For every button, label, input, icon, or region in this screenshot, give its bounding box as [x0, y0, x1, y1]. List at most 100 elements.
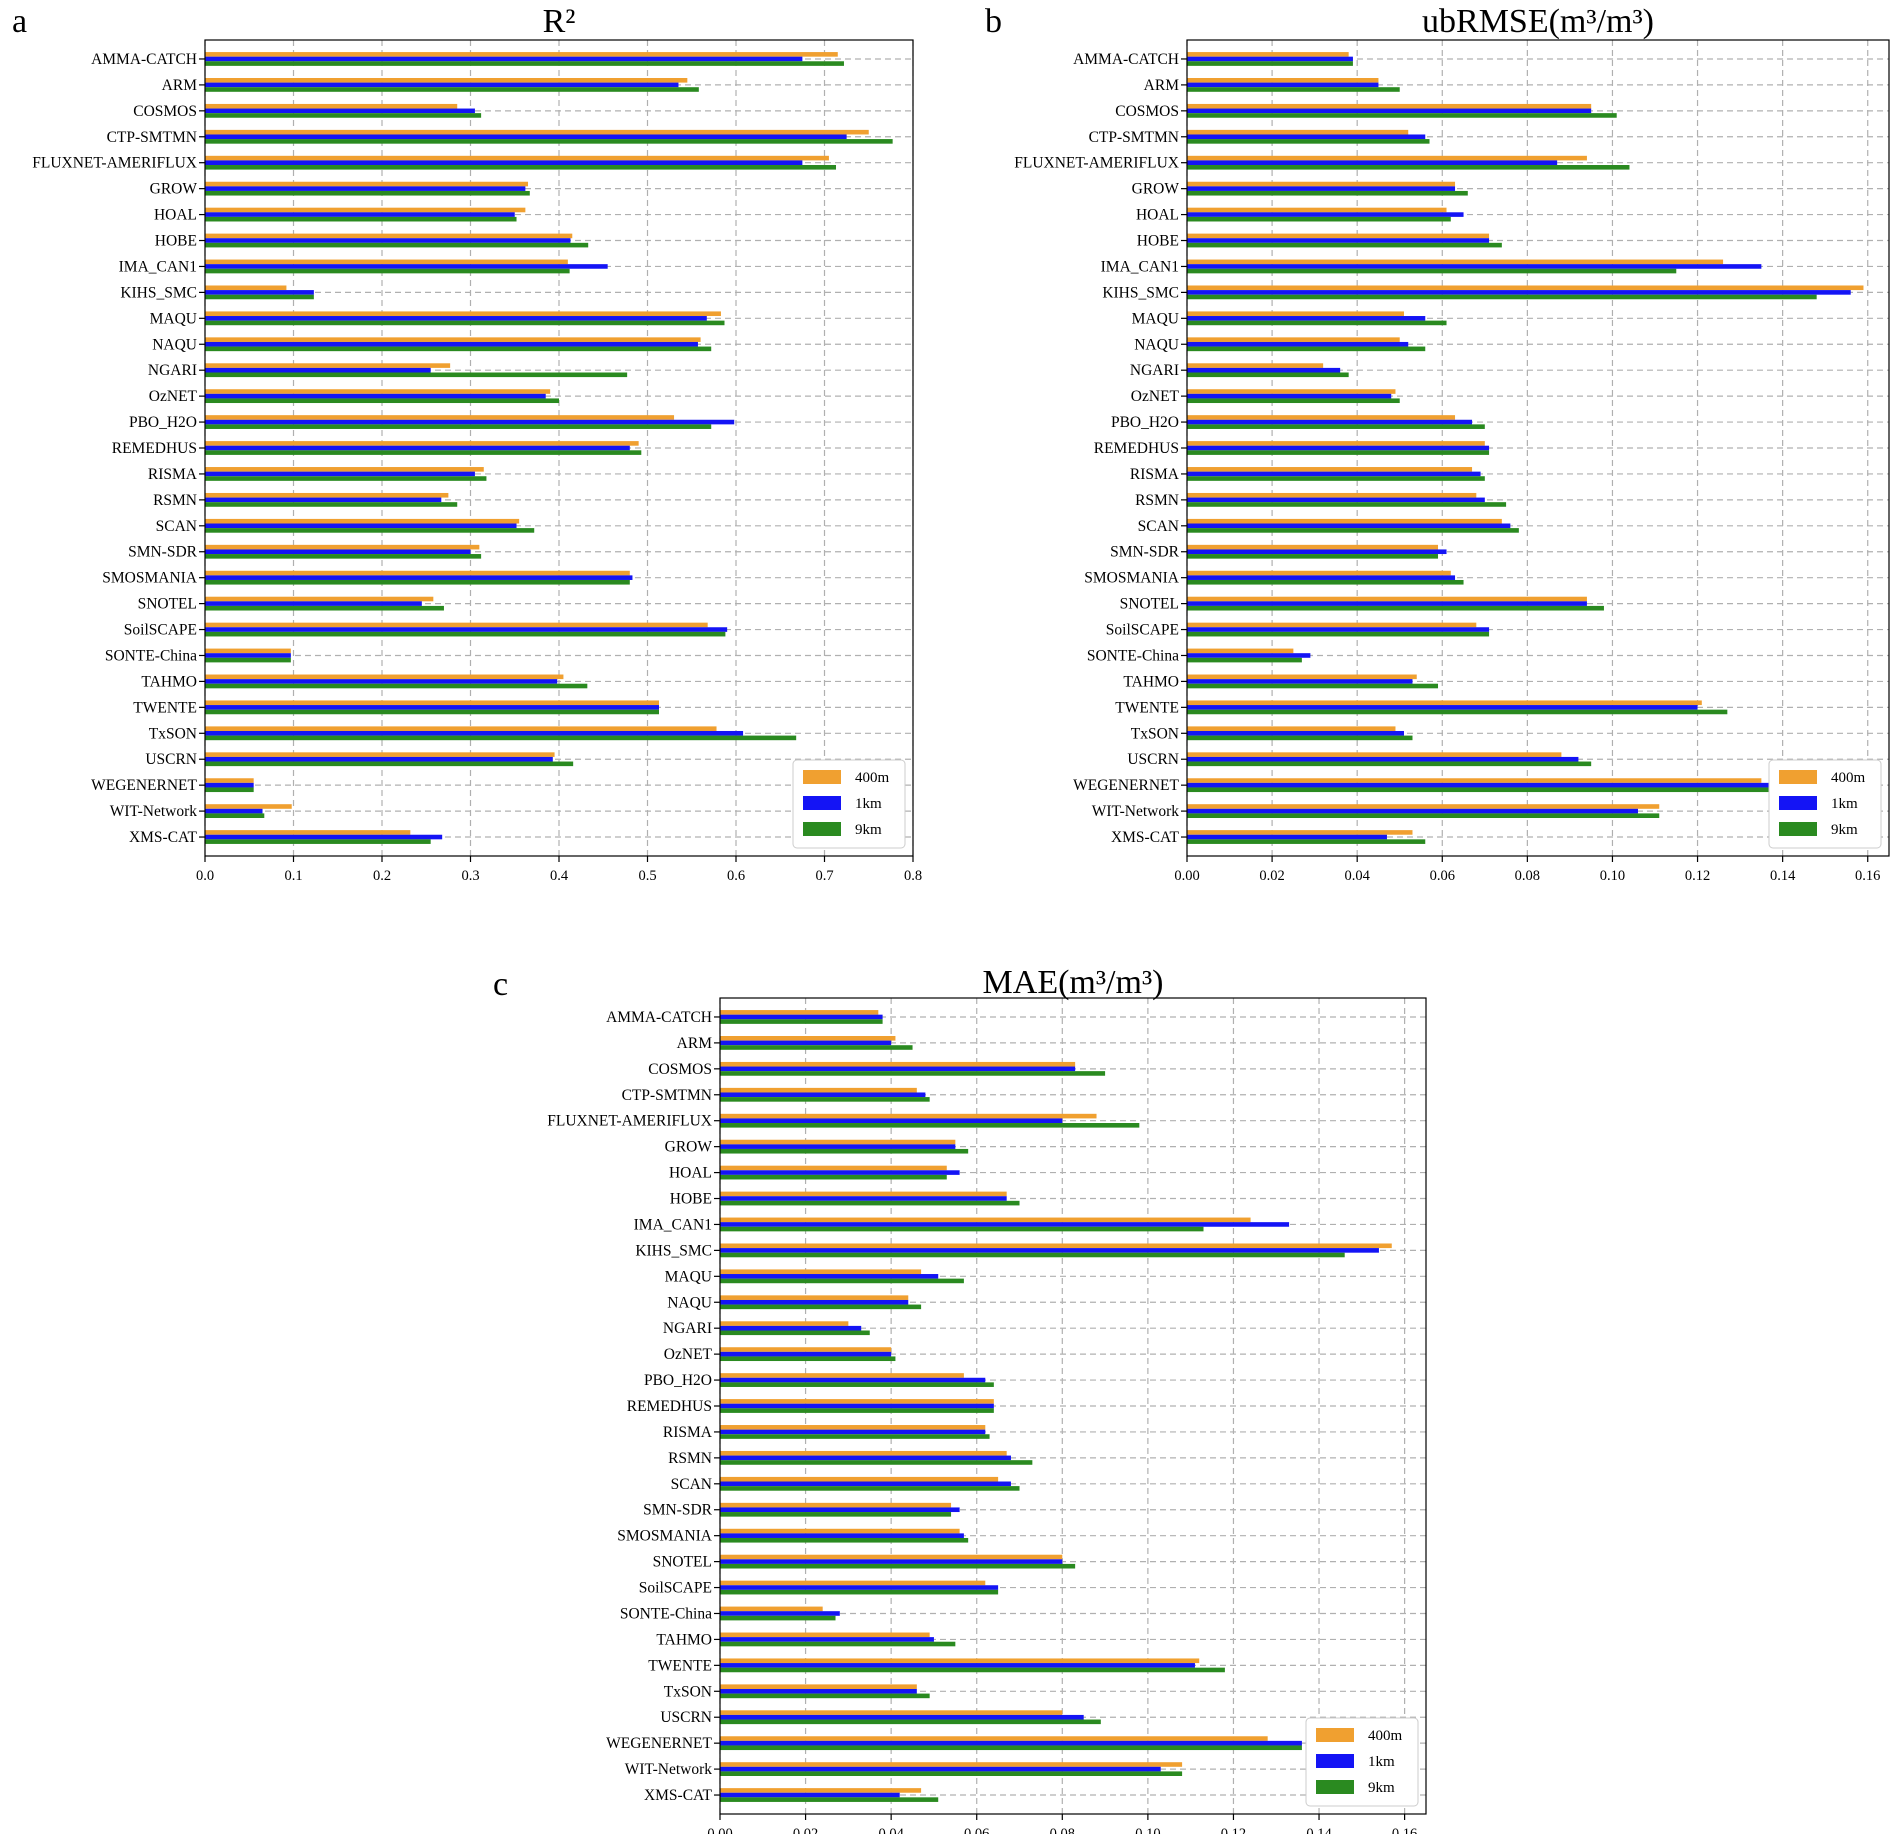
y-tick-label: RISMA: [148, 466, 198, 483]
x-tick-label: 0.8: [904, 868, 922, 884]
bar-9km-SMN-SDR: [205, 554, 482, 559]
bar-1km-SMN-SDR: [720, 1507, 960, 1513]
y-tick-label: USCRN: [660, 1709, 712, 1726]
bar-400m-SMOSMANIA: [720, 1528, 960, 1534]
y-tick-label: MAQU: [665, 1268, 712, 1285]
bar-400m-SNOTEL: [205, 596, 434, 602]
y-tick-label: RSMN: [1135, 492, 1179, 509]
y-tick-label: REMEDHUS: [112, 440, 197, 457]
x-tick-label: 0.08: [1515, 868, 1540, 884]
bar-400m-RSMN: [1187, 492, 1477, 498]
bar-9km-SMOSMANIA: [720, 1537, 969, 1543]
bar-1km-USCRN: [720, 1714, 1084, 1720]
bar-9km-CTP-SMTMN: [205, 139, 893, 144]
bar-400m-RSMN: [720, 1450, 1007, 1456]
x-tick-label: 0.02: [793, 1826, 818, 1834]
bar-400m-HOBE: [205, 233, 573, 239]
bar-1km-TAHMO: [1187, 679, 1413, 684]
bar-400m-ARM: [205, 78, 688, 83]
bar-400m-SMOSMANIA: [1187, 570, 1451, 576]
y-tick-label: WEGENERNET: [91, 777, 197, 794]
legend: 400m 1km 9km: [1305, 1717, 1419, 1807]
bar-400m-AMMA-CATCH: [720, 1010, 879, 1015]
bar-1km-GROW: [720, 1144, 956, 1149]
bar-1km-SCAN: [1187, 523, 1511, 529]
bar-9km-MAQU: [720, 1278, 964, 1284]
bar-1km-FLUXNET-AMERIFLUX: [205, 160, 803, 166]
x-tick-label: 0.00: [707, 1826, 732, 1834]
bar-1km-MAQU: [205, 316, 707, 321]
bar-9km-TAHMO: [205, 683, 588, 689]
legend-swatch-400m: [803, 770, 841, 784]
bar-1km-IMA_CAN1: [1187, 264, 1762, 269]
bar-1km-WEGENERNET: [1187, 782, 1796, 788]
y-tick-label: MAQU: [150, 310, 197, 327]
bar-1km-RSMN: [720, 1455, 1011, 1461]
bar-400m-RISMA: [720, 1425, 986, 1430]
bar-9km-RISMA: [720, 1434, 990, 1439]
bar-1km-REMEDHUS: [1187, 445, 1490, 451]
bar-1km-COSMOS: [1187, 108, 1592, 114]
bar-1km-XMS-CAT: [205, 834, 443, 840]
x-tick-label: 0.14: [1306, 1826, 1332, 1834]
bar-9km-NAQU: [1187, 346, 1426, 352]
bar-400m-SoilSCAPE: [1187, 622, 1477, 628]
x-tick-label: 0.7: [815, 868, 833, 884]
bar-400m-HOAL: [205, 207, 526, 213]
bar-400m-SNOTEL: [1187, 596, 1587, 602]
bar-9km-SoilSCAPE: [205, 631, 726, 637]
y-tick-label: COSMOS: [1115, 103, 1179, 120]
bar-9km-GROW: [720, 1148, 969, 1154]
bar-1km-SMN-SDR: [1187, 549, 1447, 555]
bar-400m-CTP-SMTMN: [1187, 129, 1409, 135]
bar-1km-AMMA-CATCH: [720, 1014, 883, 1020]
bar-1km-HOBE: [720, 1196, 1007, 1201]
bar-9km-HOAL: [720, 1174, 947, 1180]
bar-9km-REMEDHUS: [720, 1408, 994, 1413]
bar-400m-REMEDHUS: [205, 441, 639, 446]
panel-b: b ubRMSE(m³/m³) 0.00 0.02 0.04 0.06 0.08 0.10 0.…: [985, 3, 1890, 884]
bar-1km-SMOSMANIA: [205, 575, 633, 580]
bar-1km-KIHS_SMC: [1187, 290, 1851, 295]
bar-400m-NAQU: [1187, 337, 1400, 342]
y-tick-label: XMS-CAT: [1111, 829, 1180, 846]
bar-1km-XMS-CAT: [720, 1792, 900, 1798]
bar-1km-ARM: [1187, 82, 1379, 88]
bar-400m-NAQU: [205, 337, 701, 342]
y-tick-label: IMA_CAN1: [634, 1216, 712, 1233]
bar-1km-WIT-Network: [1187, 808, 1638, 814]
legend-swatch-9km: [1779, 822, 1817, 836]
bar-400m-IMA_CAN1: [205, 259, 568, 265]
bar-1km-RSMN: [1187, 497, 1485, 503]
bar-400m-COSMOS: [205, 103, 458, 109]
bar-1km-RISMA: [720, 1429, 986, 1435]
bar-400m-GROW: [720, 1139, 956, 1145]
bar-9km-IMA_CAN1: [1187, 268, 1677, 274]
x-tick-label: 0.4: [550, 868, 569, 884]
bar-9km-CTP-SMTMN: [1187, 139, 1430, 144]
bar-1km-OzNET: [720, 1351, 892, 1357]
y-tick-label: SoilSCAPE: [639, 1580, 712, 1597]
bar-400m-USCRN: [1187, 752, 1562, 757]
y-tick-label: CTP-SMTMN: [107, 129, 197, 146]
bar-400m-FLUXNET-AMERIFLUX: [1187, 155, 1587, 161]
bar-1km-TAHMO: [205, 679, 558, 684]
x-tick-label: 0.14: [1770, 868, 1796, 884]
bar-9km-TAHMO: [720, 1641, 956, 1647]
bar-9km-KIHS_SMC: [1187, 294, 1817, 300]
bar-9km-REMEDHUS: [205, 450, 642, 455]
bar-9km-PBO_H2O: [720, 1382, 994, 1387]
bar-9km-SMN-SDR: [1187, 554, 1439, 559]
bar-400m-CTP-SMTMN: [720, 1087, 917, 1093]
y-tick-label: TAHMO: [1123, 673, 1179, 690]
bar-9km-SNOTEL: [720, 1563, 1076, 1569]
bar-400m-TxSON: [1187, 726, 1396, 731]
bar-400m-TAHMO: [1187, 674, 1417, 680]
bar-400m-TWENTE: [205, 700, 660, 706]
y-tick-label: AMMA-CATCH: [1073, 51, 1179, 68]
bar-1km-NAQU: [205, 341, 698, 347]
bar-1km-WEGENERNET: [205, 782, 254, 788]
bar-9km-TxSON: [1187, 735, 1413, 741]
bar-9km-SONTE-China: [720, 1615, 836, 1621]
legend-label: 1km: [1831, 796, 1858, 812]
